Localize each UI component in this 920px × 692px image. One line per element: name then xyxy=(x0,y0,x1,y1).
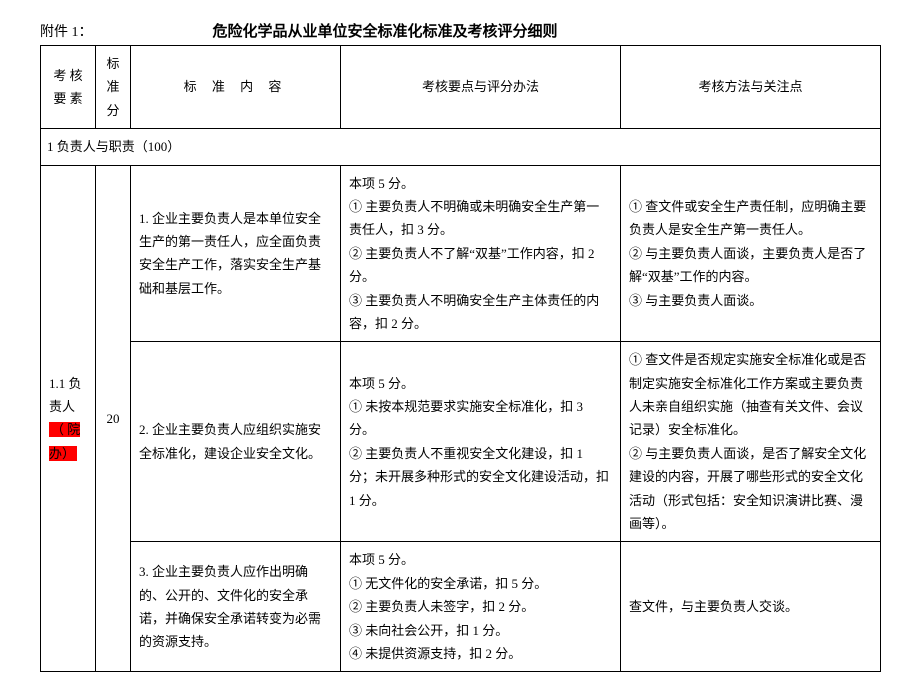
col-header-score: 标准分 xyxy=(96,46,131,129)
cell-methods: ① 查文件或安全生产责任制，应明确主要负责人是安全生产第一责任人。 ② 与主要负… xyxy=(621,165,881,342)
cell-methods: ① 查文件是否规定实施安全标准化或是否制定实施安全标准化工作方案或主要负责人未亲… xyxy=(621,342,881,542)
cell-content: 1. 企业主要负责人是本单位安全生产的第一责任人，应全面负责安全生产工作，落实安… xyxy=(131,165,341,342)
col-header-methods: 考核方法与关注点 xyxy=(621,46,881,129)
attachment-label: 附件 1： xyxy=(40,21,93,41)
cell-points: 本项 5 分。 ① 未按本规范要求实施安全标准化，扣 3 分。 ② 主要负责人不… xyxy=(341,342,621,542)
cell-points: 本项 5 分。 ① 无文件化的安全承诺，扣 5 分。 ② 主要负责人未签字，扣 … xyxy=(341,542,621,672)
cell-points: 本项 5 分。 ① 主要负责人不明确或未明确安全生产第一责任人，扣 3 分。 ②… xyxy=(341,165,621,342)
col-header-points: 考核要点与评分办法 xyxy=(341,46,621,129)
col-header-content: 标 准 内 容 xyxy=(131,46,341,129)
group-score-cell: 20 xyxy=(96,165,131,672)
cell-methods: 查文件，与主要负责人交谈。 xyxy=(621,542,881,672)
cell-content: 3. 企业主要负责人应作出明确的、公开的、文件化的安全承诺，并确保安全承诺转变为… xyxy=(131,542,341,672)
group-label-text: 1.1 负责人 xyxy=(49,376,82,414)
group-label-cell: 1.1 负责人 （ 院办） xyxy=(41,165,96,672)
table-header-row: 考 核 要 素 标准分 标 准 内 容 考核要点与评分办法 考核方法与关注点 xyxy=(41,46,881,129)
assessment-table: 考 核 要 素 标准分 标 准 内 容 考核要点与评分办法 考核方法与关注点 1… xyxy=(40,45,881,672)
section-header-row: 1 负责人与职责（100） xyxy=(41,129,881,165)
table-row: 3. 企业主要负责人应作出明确的、公开的、文件化的安全承诺，并确保安全承诺转变为… xyxy=(41,542,881,672)
table-row: 1.1 负责人 （ 院办） 20 1. 企业主要负责人是本单位安全生产的第一责任… xyxy=(41,165,881,342)
group-label-highlight: （ 院办） xyxy=(49,422,80,460)
header-row: 附件 1： 危险化学品从业单位安全标准化标准及考核评分细则 xyxy=(40,20,880,41)
section-title: 1 负责人与职责（100） xyxy=(41,129,881,165)
cell-content: 2. 企业主要负责人应组织实施安全标准化，建设企业安全文化。 xyxy=(131,342,341,542)
col-header-element: 考 核 要 素 xyxy=(41,46,96,129)
doc-title: 危险化学品从业单位安全标准化标准及考核评分细则 xyxy=(213,20,558,41)
table-row: 2. 企业主要负责人应组织实施安全标准化，建设企业安全文化。 本项 5 分。 ①… xyxy=(41,342,881,542)
